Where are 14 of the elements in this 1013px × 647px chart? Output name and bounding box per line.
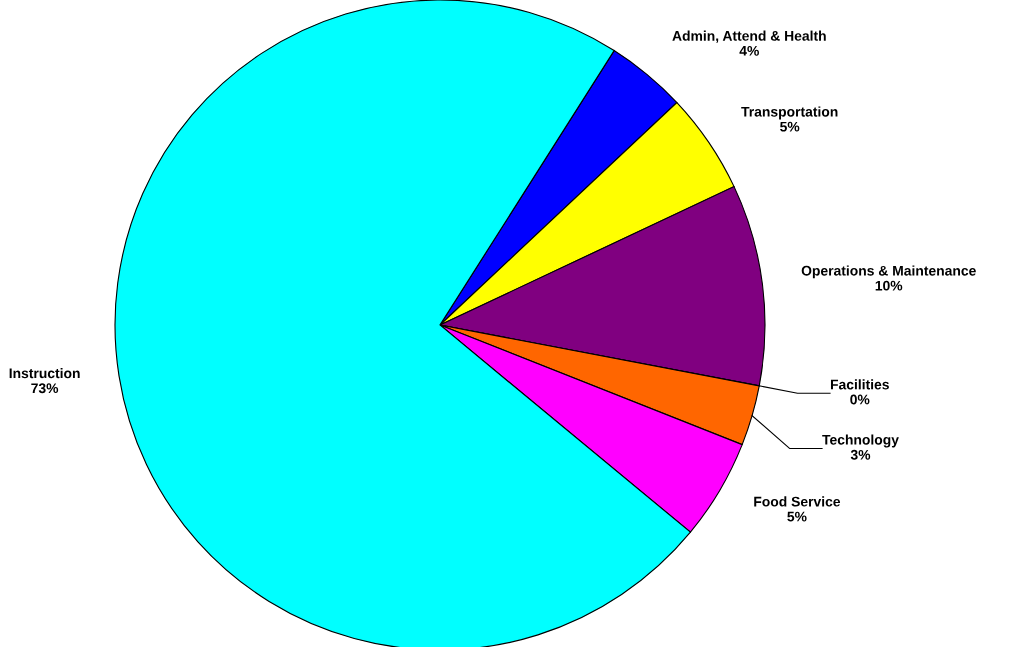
- data-label: 5%: [787, 511, 807, 522]
- category-label: Facilities: [830, 379, 889, 390]
- data-label: 3%: [850, 449, 871, 460]
- slice-label: Transportation: [741, 106, 838, 120]
- slice-label: Food Service: [754, 496, 841, 507]
- data-label: 73%: [31, 383, 59, 394]
- slice-label: Instruction: [9, 367, 80, 379]
- slice-label: Technology: [822, 434, 899, 448]
- data-label: 4%: [739, 45, 759, 56]
- data-label: 5%: [780, 121, 800, 132]
- slice-label: Operations & Maintenance: [801, 265, 976, 279]
- slice-label: Admin, Attend & Health: [672, 30, 826, 43]
- data-label: 10%: [875, 280, 903, 291]
- text: 0%: [850, 394, 870, 405]
